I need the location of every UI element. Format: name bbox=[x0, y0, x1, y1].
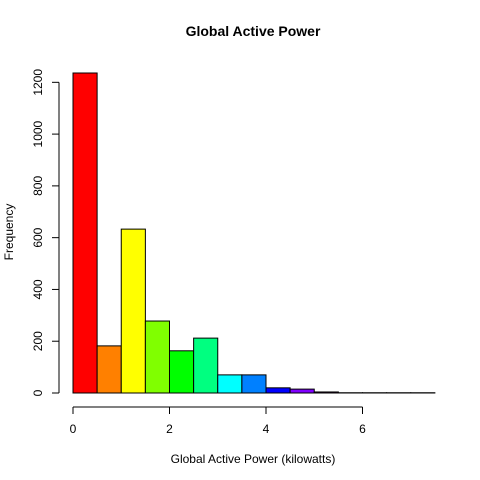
histogram-bar bbox=[241, 374, 267, 394]
y-tick-label: 0 bbox=[31, 389, 45, 396]
histogram-bar bbox=[120, 228, 146, 394]
histogram-bar bbox=[313, 391, 339, 394]
histogram-bar bbox=[289, 388, 315, 394]
y-tick-label: 1000 bbox=[31, 120, 45, 147]
y-tick-label: 600 bbox=[31, 227, 45, 247]
x-tick-label: 2 bbox=[166, 422, 173, 436]
y-tick-label: 400 bbox=[31, 279, 45, 299]
x-axis-label: Global Active Power (kilowatts) bbox=[171, 452, 336, 466]
chart-title: Global Active Power bbox=[186, 23, 321, 39]
histogram-bar bbox=[217, 374, 243, 394]
histogram-bar bbox=[72, 72, 98, 394]
histogram-bar bbox=[265, 387, 291, 394]
x-tick-label: 4 bbox=[263, 422, 270, 436]
bars-group bbox=[72, 72, 436, 394]
y-tick-label: 1200 bbox=[31, 69, 45, 96]
histogram-bar bbox=[193, 337, 219, 394]
y-axis: 0 200 400 600 800 1000 1200 bbox=[31, 69, 60, 396]
y-tick-label: 200 bbox=[31, 331, 45, 351]
histogram-bar bbox=[96, 345, 122, 394]
x-tick-label: 0 bbox=[70, 422, 77, 436]
x-axis: 0 2 4 6 bbox=[70, 406, 366, 436]
histogram-bar bbox=[169, 350, 195, 394]
y-axis-label: Frequency bbox=[2, 204, 16, 261]
x-tick-label: 6 bbox=[359, 422, 366, 436]
y-tick-label: 800 bbox=[31, 176, 45, 196]
histogram-bar bbox=[144, 320, 170, 394]
